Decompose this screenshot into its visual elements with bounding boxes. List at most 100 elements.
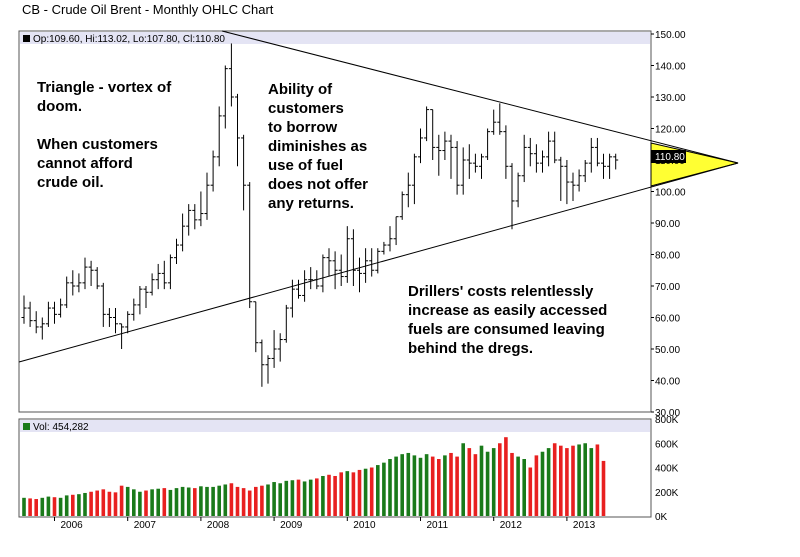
ohlc-bar bbox=[113, 308, 118, 334]
volume-header-text: Vol: 454,282 bbox=[33, 422, 89, 433]
volume-bar bbox=[388, 459, 392, 516]
volume-bar bbox=[345, 471, 350, 516]
ohlc-bar bbox=[106, 308, 112, 327]
volume-bars bbox=[22, 437, 606, 516]
ohlc-bar bbox=[247, 182, 253, 309]
volume-bar bbox=[278, 483, 282, 516]
chart-title: CB - Crude Oil Brent - Monthly OHLC Char… bbox=[22, 2, 274, 17]
ohlc-bar bbox=[521, 134, 527, 183]
volume-bar bbox=[357, 469, 362, 516]
ohlc-bar bbox=[570, 172, 576, 201]
price-tick-label: 150.00 bbox=[655, 30, 686, 41]
ohlc-bar bbox=[210, 150, 216, 192]
ohlc-bar bbox=[375, 248, 381, 274]
ohlc-bar bbox=[540, 150, 545, 173]
volume-bar bbox=[571, 445, 575, 516]
volume-bar bbox=[132, 489, 136, 516]
ohlc-bar bbox=[186, 204, 192, 236]
volume-bar bbox=[28, 498, 32, 516]
volume-bar bbox=[180, 486, 185, 516]
ohlc-bar bbox=[418, 128, 423, 164]
ohlc-bar bbox=[289, 279, 295, 318]
ohlc-bar bbox=[357, 257, 362, 293]
volume-bar bbox=[382, 462, 386, 516]
ohlc-bar bbox=[472, 153, 478, 173]
price-tick-label: 90.00 bbox=[655, 219, 680, 230]
ohlc-bar bbox=[296, 279, 301, 299]
volume-bar bbox=[467, 448, 472, 516]
volume-bar bbox=[107, 491, 112, 516]
volume-bar bbox=[296, 479, 301, 516]
ohlc-bar bbox=[454, 141, 460, 195]
volume-bar bbox=[412, 455, 417, 516]
volume-bar bbox=[247, 490, 252, 516]
price-tick-label: 50.00 bbox=[655, 345, 680, 356]
ohlc-bar bbox=[442, 131, 448, 160]
ohlc-bar bbox=[64, 276, 70, 309]
ohlc-bar bbox=[119, 323, 125, 349]
volume-bar bbox=[211, 486, 215, 516]
volume-bar bbox=[64, 495, 69, 516]
volume-bar bbox=[71, 494, 75, 516]
ohlc-bar bbox=[216, 106, 222, 167]
annotation-borrowing: Ability of customers to borrow diminishe… bbox=[268, 81, 368, 212]
ohlc-bar bbox=[369, 248, 375, 277]
triangle-lower-trendline bbox=[18, 162, 739, 363]
volume-bar bbox=[369, 467, 374, 516]
ohlc-bar bbox=[564, 160, 570, 205]
ohlc-bar bbox=[131, 298, 137, 321]
volume-bar bbox=[58, 497, 63, 516]
ohlc-bars bbox=[21, 43, 619, 387]
price-tick-label: 60.00 bbox=[655, 314, 680, 325]
ohlc-bar bbox=[52, 301, 57, 324]
volume-bar bbox=[113, 492, 118, 516]
ohlc-bar bbox=[94, 267, 100, 290]
volume-bar bbox=[479, 445, 484, 516]
ohlc-bar bbox=[241, 134, 247, 211]
ohlc-bar bbox=[527, 137, 533, 167]
volume-bar bbox=[583, 443, 587, 516]
ohlc-bar bbox=[100, 282, 106, 327]
price-header-marker bbox=[23, 35, 30, 42]
ohlc-bar bbox=[326, 248, 332, 277]
ohlc-bar bbox=[271, 330, 277, 368]
price-tick-label: 30.00 bbox=[655, 408, 680, 419]
volume-bar bbox=[363, 468, 368, 516]
ohlc-bar bbox=[283, 304, 289, 343]
volume-bar bbox=[199, 486, 203, 516]
price-panel bbox=[18, 30, 652, 413]
ohlc-bar bbox=[70, 270, 76, 296]
volume-bar bbox=[144, 490, 148, 516]
volume-tick-label: 200K bbox=[655, 488, 679, 499]
volume-bar bbox=[260, 485, 264, 516]
volume-bar bbox=[272, 482, 276, 516]
x-tick-label: 2006 bbox=[61, 520, 84, 531]
volume-tick-label: 600K bbox=[655, 439, 679, 450]
ohlc-bar bbox=[479, 153, 484, 179]
volume-bar bbox=[83, 492, 87, 516]
volume-bar bbox=[150, 489, 154, 516]
volume-bar bbox=[406, 452, 411, 516]
ohlc-bar bbox=[430, 109, 436, 160]
volume-bar bbox=[394, 456, 398, 516]
ohlc-bar bbox=[594, 137, 600, 167]
ohlc-bar bbox=[33, 311, 39, 334]
ohlc-bar bbox=[192, 204, 198, 230]
volume-bar bbox=[528, 467, 533, 516]
price-tick-label: 80.00 bbox=[655, 251, 680, 262]
ohlc-bar bbox=[552, 131, 558, 164]
ohlc-bar bbox=[503, 125, 509, 179]
ohlc-bar bbox=[588, 137, 594, 173]
x-tick-label: 2009 bbox=[280, 520, 303, 531]
ohlc-bar bbox=[558, 156, 564, 201]
volume-bar bbox=[321, 475, 325, 516]
price-tick-label: 40.00 bbox=[655, 377, 680, 388]
ohlc-bar bbox=[174, 238, 179, 264]
ohlc-bar bbox=[308, 267, 314, 290]
price-tick-label: 130.00 bbox=[655, 93, 686, 104]
volume-bar bbox=[223, 484, 228, 516]
volume-bar bbox=[174, 488, 179, 516]
ohlc-bar bbox=[265, 355, 271, 384]
volume-bar bbox=[473, 454, 478, 516]
volume-bar bbox=[552, 443, 557, 516]
